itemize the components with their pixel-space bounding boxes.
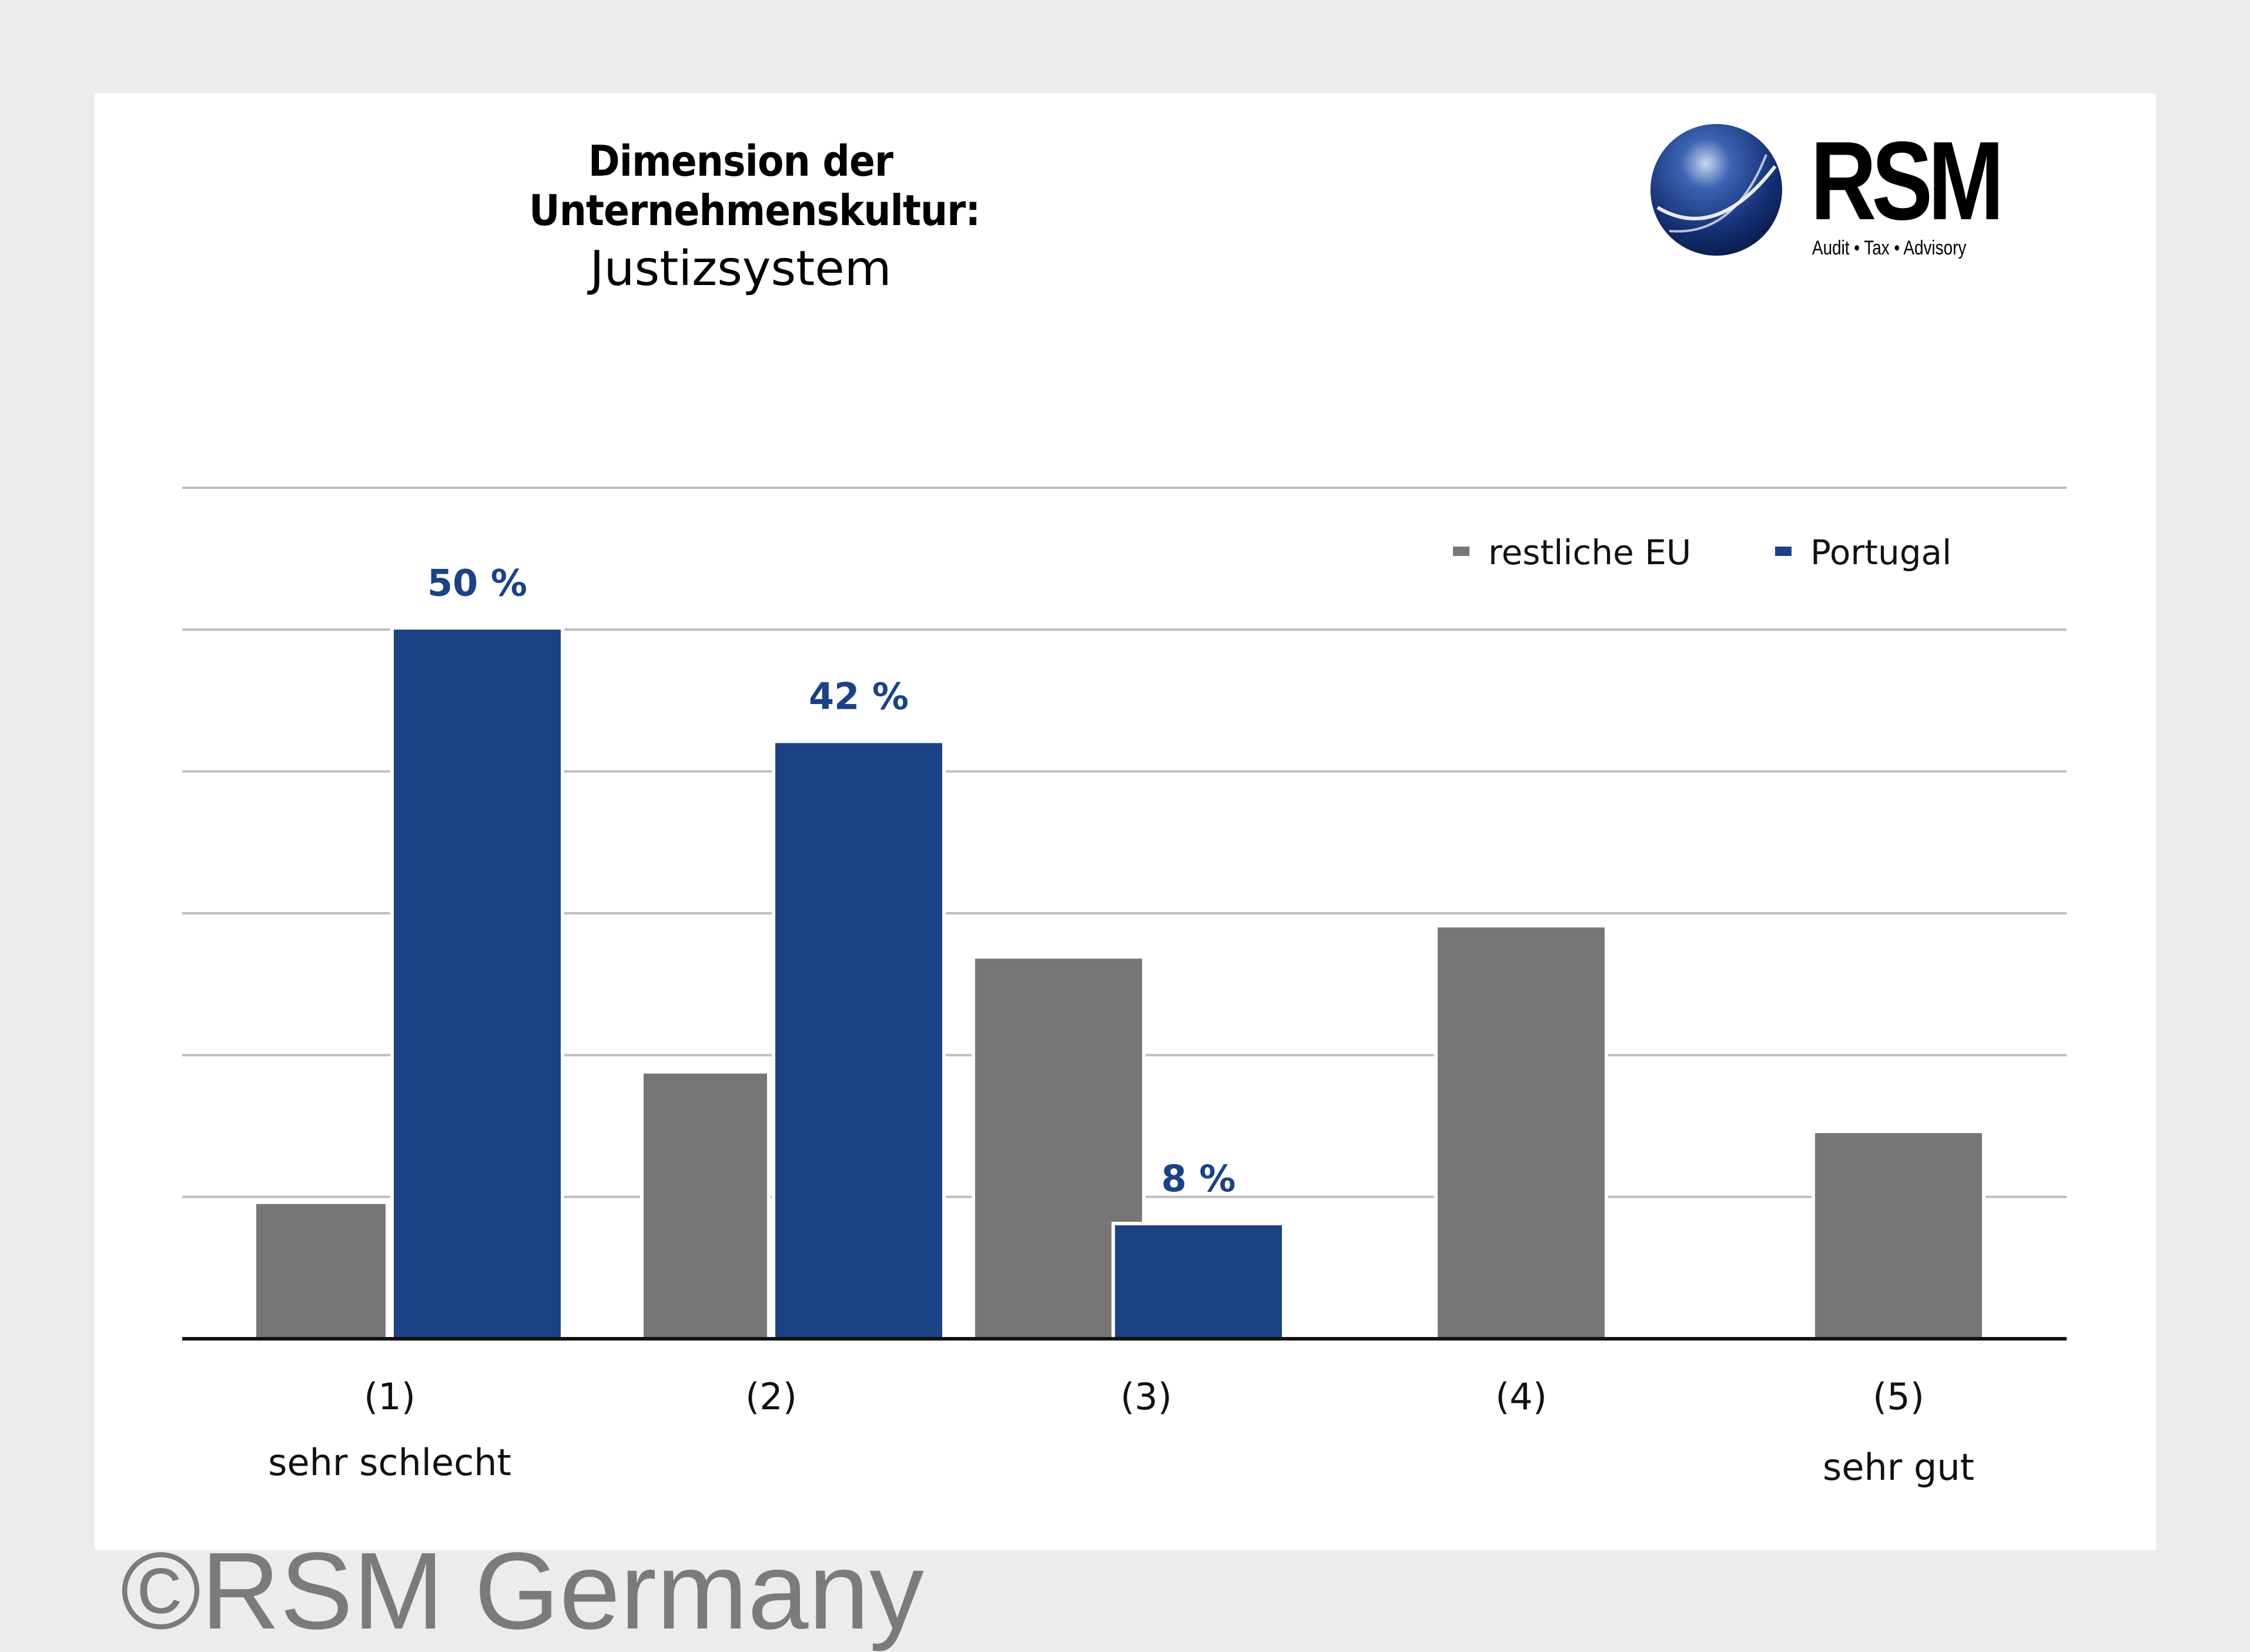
legend-item-portugal: Portugal — [1775, 532, 1951, 572]
bar-portugal-1 — [390, 626, 564, 1342]
x-tick-label-1: (1) — [364, 1375, 416, 1418]
x-axis-ticks: (1) sehr schlecht (2) (3) (4) (5) sehr gut — [268, 1375, 1974, 1489]
bar-eu-1 — [253, 1200, 389, 1343]
legend-swatch-portugal — [1775, 546, 1792, 556]
x-tick-label-2: (2) — [745, 1375, 797, 1418]
data-label-portugal-1: 50 % — [427, 561, 527, 604]
bar-eu-2 — [640, 1070, 771, 1342]
chart-title: Dimension der Unternehmenskultur: — [529, 136, 980, 235]
legend-label-portugal: Portugal — [1810, 532, 1952, 572]
chart-header: Dimension der Unternehmenskultur: Justiz… — [505, 136, 980, 297]
x-tick-label-4: (4) — [1495, 1375, 1547, 1418]
rsm-logo: RSM Audit • Tax • Advisory — [1646, 119, 2004, 260]
bars — [253, 626, 1986, 1343]
logo-wordmark: RSM — [1810, 119, 2004, 243]
legend-swatch-eu — [1453, 546, 1469, 556]
globe-icon — [1650, 124, 1782, 256]
logo-tagline: Audit • Tax • Advisory — [1812, 237, 1967, 259]
data-label-portugal-2: 42 % — [809, 675, 909, 718]
copyright-notice: ©RSM Germany — [120, 1530, 924, 1652]
x-tick-label-5: (5) — [1873, 1375, 1924, 1418]
bar-eu-4 — [1434, 924, 1608, 1342]
x-tick-sublabel-1: sehr schlecht — [268, 1441, 511, 1484]
bar-portugal-3 — [1111, 1221, 1285, 1343]
data-label-portugal-3: 8 % — [1161, 1157, 1236, 1200]
x-tick-label-3: (3) — [1120, 1375, 1172, 1418]
legend-item-eu: restliche EU — [1453, 532, 1691, 572]
data-labels: 50 % 42 % 8 % — [427, 561, 1236, 1200]
bar-eu-5 — [1812, 1130, 1986, 1342]
bar-portugal-2 — [772, 739, 946, 1342]
x-tick-sublabel-5: sehr gut — [1823, 1446, 1974, 1489]
legend-label-eu: restliche EU — [1488, 532, 1692, 572]
chart-subtitle: Justizsystem — [590, 241, 892, 297]
